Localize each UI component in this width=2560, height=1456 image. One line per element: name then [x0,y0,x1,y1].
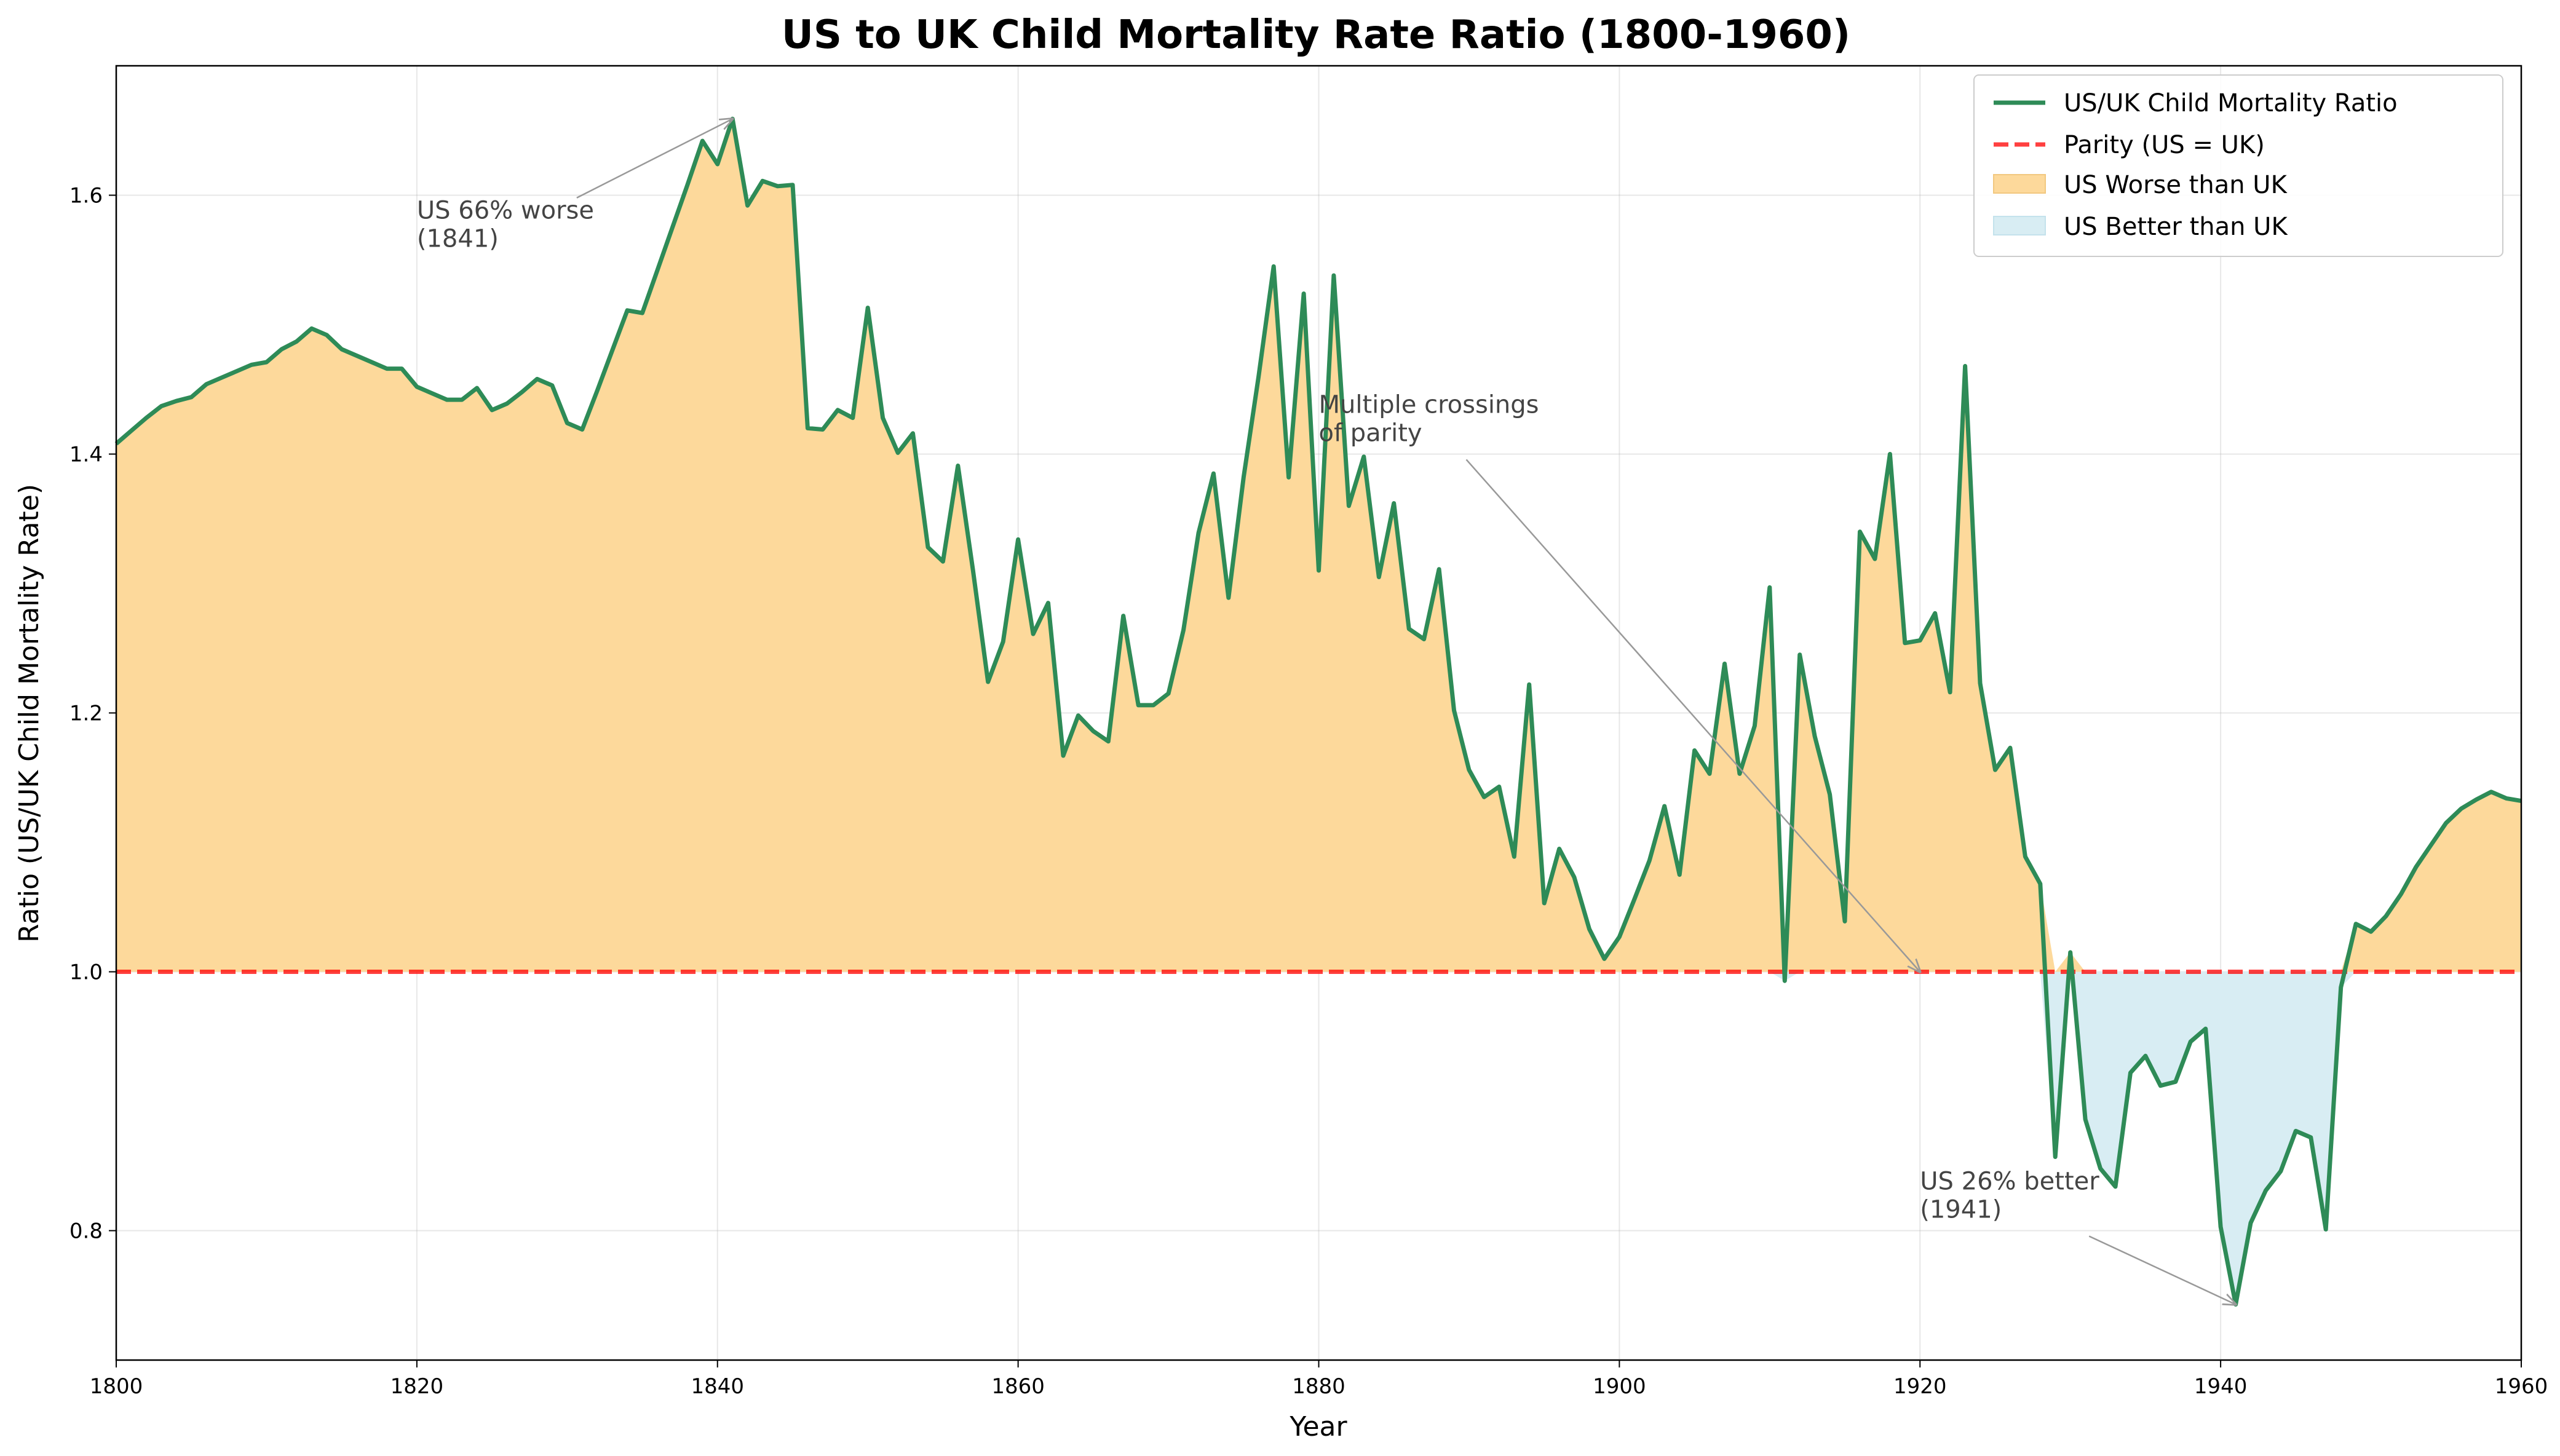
x-axis-title: Year [1289,1411,1347,1442]
series-layer [114,116,2522,1307]
legend-box [1973,74,2503,257]
annotation-line: US 66% worse [417,197,594,225]
fill-areas [116,119,2521,1305]
x-tick-label: 1940 [2194,1374,2248,1399]
fill-us-worse [116,119,2521,972]
ticks: 1800 1820 1840 1860 1880 1900 1920 1940 1960 0.8 1… [69,184,2548,1399]
legend-label-better: US Better than UK [2064,213,2288,241]
annotations: US 66% worse (1841) Multiple crossings of p… [417,119,2236,1304]
annotation-line: US 26% better [1920,1167,2099,1195]
x-tick-label: 1960 [2495,1374,2548,1399]
annotation-text: US 26% better (1941) [1920,1167,2099,1224]
x-tick-label: 1860 [991,1374,1045,1399]
legend-label-worse: US Worse than UK [2064,171,2288,199]
annotation-arrow [1465,459,1920,971]
legend-swatch-worse [1993,174,2046,194]
y-tick-label: 0.8 [69,1219,103,1244]
x-tick-label: 1880 [1292,1374,1345,1399]
annotation-line: Multiple crossings [1319,390,1539,419]
annotation-line: (1841) [417,225,499,253]
annotation-arrow [576,119,732,199]
legend-swatch-better [1993,216,2046,235]
annotation-arrow [2088,1235,2235,1304]
y-tick-label: 1.6 [69,184,103,208]
y-tick-label: 1.2 [69,702,103,726]
annotation-line: of parity [1319,419,1422,447]
x-tick-label: 1920 [1893,1374,1947,1399]
legend: US/UK Child Mortality Ratio Parity (US =… [1973,74,2503,257]
x-tick-label: 1820 [390,1374,444,1399]
chart-title: US to UK Child Mortality Rate Ratio (180… [782,12,1850,58]
x-tick-label: 1800 [90,1374,143,1399]
legend-label-ratio: US/UK Child Mortality Ratio [2064,89,2398,117]
x-tick-label: 1840 [691,1374,744,1399]
y-tick-label: 1.4 [69,443,103,467]
annotation-text: Multiple crossings of parity [1319,390,1539,447]
legend-label-parity: Parity (US = UK) [2064,131,2265,159]
fill-us-better [116,971,2521,1305]
y-tick-label: 1.0 [69,960,103,985]
annotation-text: US 66% worse (1841) [417,197,594,253]
y-axis-title: Ratio (US/UK Child Mortality Rate) [14,484,45,943]
ratio-series-line [114,116,2522,1307]
x-tick-label: 1900 [1593,1374,1646,1399]
annotation-line: (1941) [1920,1195,2002,1224]
